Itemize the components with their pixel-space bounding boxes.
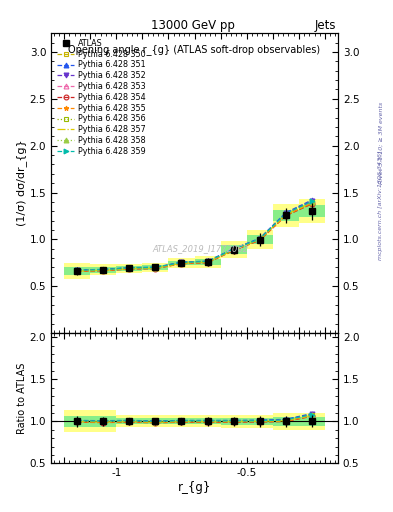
Legend: ATLAS, Pythia 6.428 350, Pythia 6.428 351, Pythia 6.428 352, Pythia 6.428 353, P: ATLAS, Pythia 6.428 350, Pythia 6.428 35… <box>55 37 147 157</box>
Y-axis label: (1/σ) dσ/dr_{g}: (1/σ) dσ/dr_{g} <box>16 140 27 226</box>
Text: Opening angle r_{g} (ATLAS soft-drop observables): Opening angle r_{g} (ATLAS soft-drop obs… <box>68 44 321 55</box>
Text: Jets: Jets <box>314 19 336 32</box>
Y-axis label: Ratio to ATLAS: Ratio to ATLAS <box>17 362 27 434</box>
Text: mcplots.cern.ch [arXiv:1306.3436]: mcplots.cern.ch [arXiv:1306.3436] <box>378 150 383 260</box>
Text: 13000 GeV pp: 13000 GeV pp <box>151 19 235 32</box>
Text: ATLAS_2019_I1772062: ATLAS_2019_I1772062 <box>152 245 248 253</box>
Text: Rivet 3.1.10; ≥ 3M events: Rivet 3.1.10; ≥ 3M events <box>378 102 383 184</box>
X-axis label: r_{g}: r_{g} <box>178 481 211 494</box>
